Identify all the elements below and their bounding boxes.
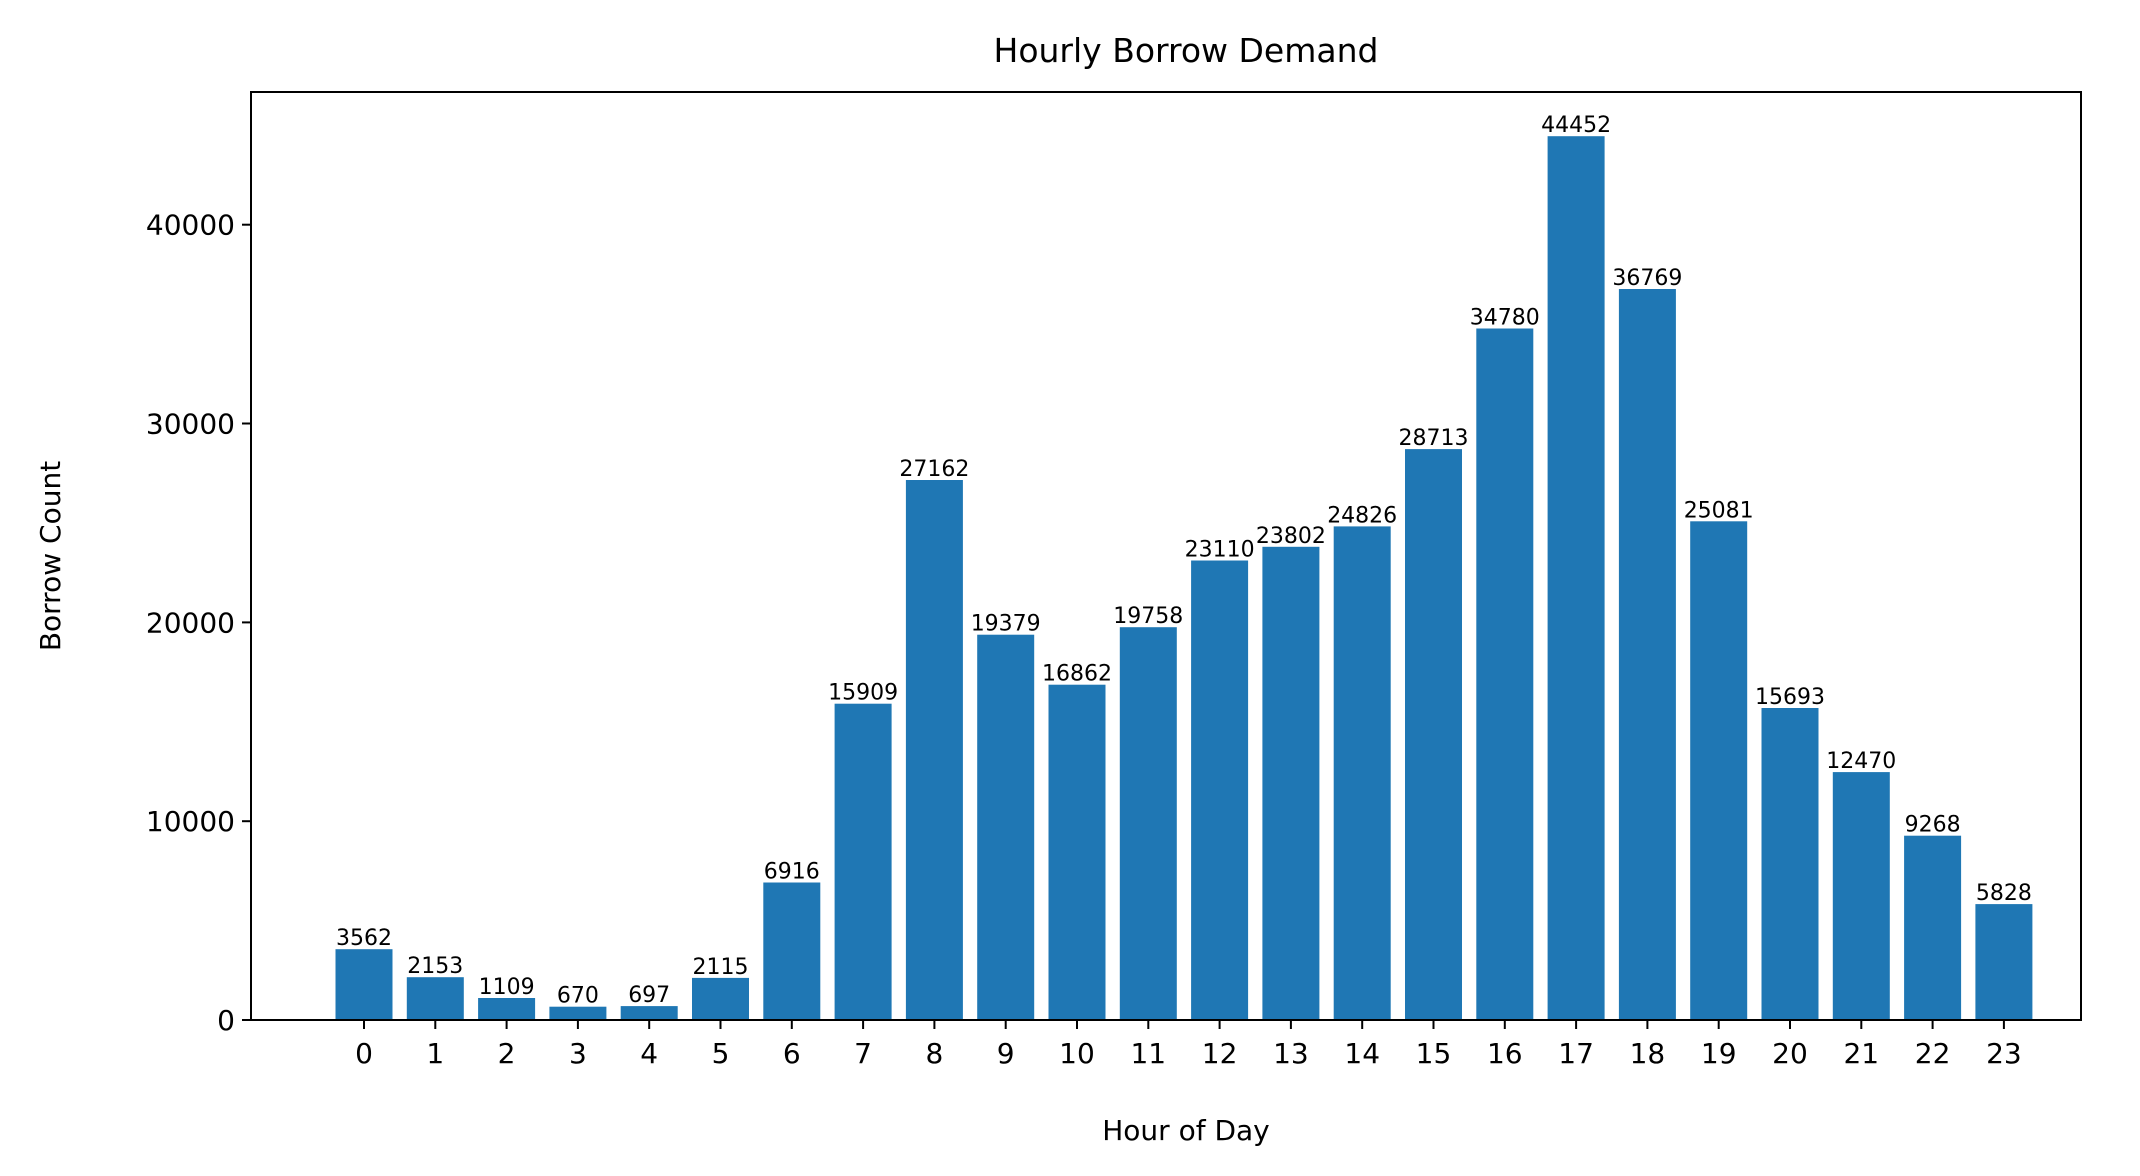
- x-tick-label: 21: [1843, 1037, 1879, 1070]
- bar-hour-23: [1975, 904, 2033, 1020]
- bar-hour-12: [1191, 560, 1249, 1020]
- x-tick-label: 20: [1772, 1037, 1808, 1070]
- y-tick-label: 20000: [146, 606, 235, 639]
- data-label-hour-9: 19379: [971, 612, 1041, 637]
- data-label-hour-11: 19758: [1113, 604, 1183, 629]
- data-labels-group: 3562 2153 1109 670 697 2115 6916 15909 27162 1937…: [336, 113, 2032, 1009]
- x-tick-label: 22: [1915, 1037, 1951, 1070]
- y-tick-label: 30000: [146, 408, 235, 441]
- data-label-hour-8: 27162: [899, 457, 969, 482]
- x-tick-label: 10: [1059, 1037, 1095, 1070]
- y-tick-label: 0: [217, 1004, 235, 1037]
- data-label-hour-1: 2153: [407, 954, 463, 979]
- bar-hour-17: [1547, 136, 1605, 1020]
- data-label-hour-13: 23802: [1256, 524, 1326, 549]
- bar-hour-21: [1832, 772, 1890, 1020]
- y-tick-label: 40000: [146, 209, 235, 242]
- x-tick-label: 16: [1487, 1037, 1523, 1070]
- data-label-hour-3: 670: [557, 984, 599, 1009]
- chart-title: Hourly Borrow Demand: [994, 31, 1379, 70]
- bar-hour-10: [1048, 684, 1106, 1020]
- bar-hour-19: [1690, 521, 1748, 1020]
- x-axis-ticks: 0 1 2 3 4 5 6 7 8 9 10 11 12 13 14 15 16 17 18 19 20 21 22 23: [355, 1020, 2022, 1070]
- bar-hour-8: [905, 480, 963, 1020]
- x-tick-label: 8: [925, 1037, 943, 1070]
- x-tick-label: 5: [712, 1037, 730, 1070]
- bar-hour-14: [1333, 526, 1391, 1020]
- bar-hour-1: [406, 977, 464, 1020]
- data-label-hour-12: 23110: [1185, 538, 1255, 563]
- data-label-hour-0: 3562: [336, 926, 392, 951]
- x-tick-label: 2: [498, 1037, 516, 1070]
- x-axis-label: Hour of Day: [1102, 1114, 1270, 1147]
- bar-hour-5: [692, 977, 749, 1020]
- data-label-hour-2: 1109: [479, 975, 535, 1000]
- bar-hour-4: [620, 1006, 678, 1020]
- bar-hour-0: [335, 949, 393, 1020]
- bar-hour-2: [478, 998, 536, 1020]
- bar-hour-18: [1618, 289, 1676, 1020]
- data-label-hour-21: 12470: [1826, 749, 1896, 774]
- data-label-hour-19: 25081: [1684, 498, 1754, 523]
- bar-hour-16: [1476, 328, 1534, 1020]
- data-label-hour-15: 28713: [1399, 426, 1469, 451]
- bar-hour-6: [763, 882, 821, 1020]
- x-tick-label: 7: [854, 1037, 872, 1070]
- data-label-hour-23: 5828: [1976, 881, 2032, 906]
- data-label-hour-18: 36769: [1612, 266, 1682, 291]
- x-tick-label: 1: [426, 1037, 444, 1070]
- y-tick-label: 10000: [146, 805, 235, 838]
- data-label-hour-5: 2115: [693, 955, 749, 980]
- x-tick-label: 13: [1273, 1037, 1309, 1070]
- x-tick-label: 14: [1344, 1037, 1380, 1070]
- x-tick-label: 3: [569, 1037, 587, 1070]
- data-label-hour-7: 15909: [828, 681, 898, 706]
- plot-frame: [250, 91, 2082, 1021]
- bar-hour-3: [549, 1006, 607, 1020]
- bars-group: [335, 136, 2033, 1021]
- bar-hour-7: [834, 703, 892, 1020]
- data-label-hour-14: 24826: [1327, 503, 1397, 528]
- data-label-hour-20: 15693: [1755, 685, 1825, 710]
- data-label-hour-17: 44452: [1541, 113, 1611, 138]
- x-tick-label: 15: [1416, 1037, 1452, 1070]
- data-label-hour-4: 697: [628, 983, 670, 1008]
- bar-hour-11: [1119, 627, 1177, 1020]
- bar-hour-9: [977, 634, 1035, 1020]
- bar-hour-13: [1262, 546, 1320, 1020]
- x-tick-label: 18: [1630, 1037, 1666, 1070]
- x-tick-label: 11: [1130, 1037, 1166, 1070]
- x-tick-label: 12: [1202, 1037, 1238, 1070]
- x-tick-label: 19: [1701, 1037, 1737, 1070]
- x-tick-label: 6: [783, 1037, 801, 1070]
- bar-hour-15: [1405, 449, 1462, 1021]
- x-tick-label: 0: [355, 1037, 373, 1070]
- x-tick-label: 17: [1558, 1037, 1594, 1070]
- x-tick-label: 23: [1986, 1037, 2022, 1070]
- bar-hour-22: [1904, 835, 1962, 1020]
- data-label-hour-16: 34780: [1470, 306, 1540, 331]
- data-label-hour-10: 16862: [1042, 662, 1112, 687]
- data-label-hour-22: 9268: [1905, 813, 1961, 838]
- data-label-hour-6: 6916: [764, 860, 820, 885]
- bar-hour-20: [1761, 708, 1819, 1020]
- x-tick-label: 4: [640, 1037, 658, 1070]
- y-axis-label: Borrow Count: [34, 461, 67, 651]
- y-axis-ticks: 0 10000 20000 30000 40000: [146, 209, 251, 1037]
- x-tick-label: 9: [997, 1037, 1015, 1070]
